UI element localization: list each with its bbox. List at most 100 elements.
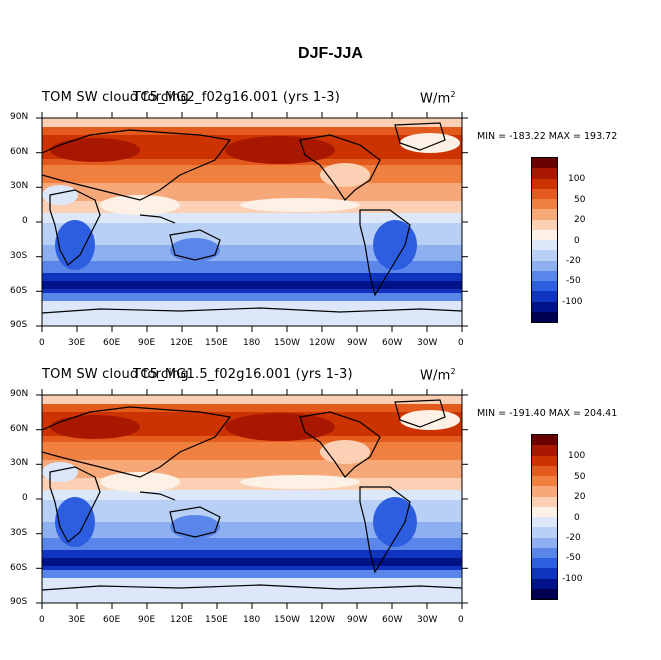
panel2-colorbar-label: 50 <box>574 472 586 482</box>
colorbar-swatch <box>532 260 557 271</box>
colorbar-swatch <box>532 486 557 497</box>
panel1-field <box>42 118 462 326</box>
colorbar-swatch <box>532 496 557 507</box>
colorbar-swatch <box>532 281 557 292</box>
panel1-lon-label: 0 <box>39 338 45 348</box>
panel2-lat-label: 60S <box>10 563 28 573</box>
panel2-lon-label: 60E <box>103 615 121 625</box>
panel2-coastlines <box>42 399 462 591</box>
panel2-lon-label: 0 <box>458 615 464 625</box>
panel2-lat-label: 90N <box>10 389 29 399</box>
panel2-lon-label: 60W <box>382 615 403 625</box>
panel2-colorbar <box>531 434 558 600</box>
panel1-map <box>36 112 468 332</box>
panel1-lon-label: 90W <box>347 338 368 348</box>
panel1-lon-label: 150W <box>274 338 301 348</box>
panel2-lon-label: 90W <box>347 615 368 625</box>
panel2-lon-label: 0 <box>39 615 45 625</box>
panel1-left-title: TOM SW cloud forcing <box>42 90 189 105</box>
colorbar-swatch <box>532 588 557 599</box>
panel1-lon-label: 60W <box>382 338 403 348</box>
panel1-lat-label: 30S <box>10 251 28 261</box>
panel2-lat-label: 30N <box>10 458 29 468</box>
panel1-lat-label: 60N <box>10 147 29 157</box>
panel1-lat-label: 90S <box>10 320 28 330</box>
panel1-lon-label: 150E <box>205 338 228 348</box>
panel1-lat-label: 90N <box>10 112 29 122</box>
panel1-lat-label: 30N <box>10 181 29 191</box>
panel2-lat-label: 90S <box>10 597 28 607</box>
colorbar-swatch <box>532 435 557 446</box>
colorbar-swatch <box>532 455 557 466</box>
panel1-case-title: TC5_MG2_f02g16.001 (yrs 1-3) <box>133 90 340 105</box>
colorbar-swatch <box>532 527 557 538</box>
panel2-colorbar-label: 20 <box>574 492 586 502</box>
panel2-field <box>42 395 462 603</box>
panel2-lon-label: 30W <box>417 615 438 625</box>
panel1-colorbar-label: -100 <box>562 297 583 307</box>
panel1-lon-label: 0 <box>458 338 464 348</box>
panel1-colorbar-label: 50 <box>574 195 586 205</box>
panel2-ticks <box>36 389 468 609</box>
panel1-lon-label: 180 <box>243 338 261 348</box>
panel2-lat-label: 30S <box>10 528 28 538</box>
panel1-units: W/m2 <box>420 90 456 107</box>
panel1-lat-label: 60S <box>10 286 28 296</box>
panel2-lon-label: 90E <box>138 615 156 625</box>
panel2-left-title: TOM SW cloud forcing <box>42 367 189 382</box>
colorbar-swatch <box>532 250 557 261</box>
colorbar-swatch <box>532 168 557 179</box>
panel2-colorbar-label: -20 <box>566 533 581 543</box>
colorbar-swatch <box>532 188 557 199</box>
panel2-min-max: MIN = -191.40 MAX = 204.41 <box>477 408 618 419</box>
panel2-colorbar-label: 100 <box>568 451 586 461</box>
colorbar-swatch <box>532 547 557 558</box>
panel2-colorbar-label: -100 <box>562 574 583 584</box>
panel1-lon-label: 60E <box>103 338 121 348</box>
colorbar-swatch <box>532 558 557 569</box>
panel2-units: W/m2 <box>420 367 456 384</box>
panel1-lon-label: 30E <box>68 338 86 348</box>
colorbar-swatch <box>532 240 557 251</box>
figure-title: DJF-JJA <box>298 45 363 62</box>
panel2-lon-label: 180 <box>243 615 261 625</box>
panel1-coastlines <box>42 122 462 314</box>
colorbar-swatch <box>532 209 557 220</box>
colorbar-swatch <box>532 301 557 312</box>
panel2-lat-label: 60N <box>10 424 29 434</box>
panel2-map <box>36 389 468 609</box>
panel2-colorbar-label: -50 <box>566 553 581 563</box>
colorbar-swatch <box>532 270 557 281</box>
colorbar-swatch <box>532 517 557 528</box>
colorbar-swatch <box>532 291 557 302</box>
panel1-lon-label: 120E <box>170 338 193 348</box>
panel1-colorbar-label: -20 <box>566 256 581 266</box>
colorbar-swatch <box>532 537 557 548</box>
colorbar-swatch <box>532 465 557 476</box>
panel1-lat-label: 0 <box>22 216 28 226</box>
colorbar-swatch <box>532 158 557 169</box>
panel2-lon-label: 150E <box>205 615 228 625</box>
panel1-colorbar-label: 100 <box>568 174 586 184</box>
colorbar-swatch <box>532 568 557 579</box>
panel2-lon-label: 120W <box>309 615 336 625</box>
panel1-min-max: MIN = -183.22 MAX = 193.72 <box>477 131 618 142</box>
panel1-ticks <box>36 112 468 332</box>
panel2-lon-label: 150W <box>274 615 301 625</box>
colorbar-swatch <box>532 178 557 189</box>
panel1-colorbar <box>531 157 558 323</box>
colorbar-swatch <box>532 311 557 322</box>
colorbar-swatch <box>532 219 557 230</box>
panel2-lon-label: 30E <box>68 615 86 625</box>
panel1-colorbar-label: 0 <box>574 236 580 246</box>
panel1-colorbar-label: 20 <box>574 215 586 225</box>
panel2-lon-label: 120E <box>170 615 193 625</box>
colorbar-swatch <box>532 199 557 210</box>
colorbar-swatch <box>532 578 557 589</box>
panel2-colorbar-label: 0 <box>574 513 580 523</box>
colorbar-swatch <box>532 476 557 487</box>
panel2-case-title: TC5_MG1.5_f02g16.001 (yrs 1-3) <box>133 367 353 382</box>
panel1-lon-label: 120W <box>309 338 336 348</box>
colorbar-swatch <box>532 506 557 517</box>
panel1-lon-label: 90E <box>138 338 156 348</box>
